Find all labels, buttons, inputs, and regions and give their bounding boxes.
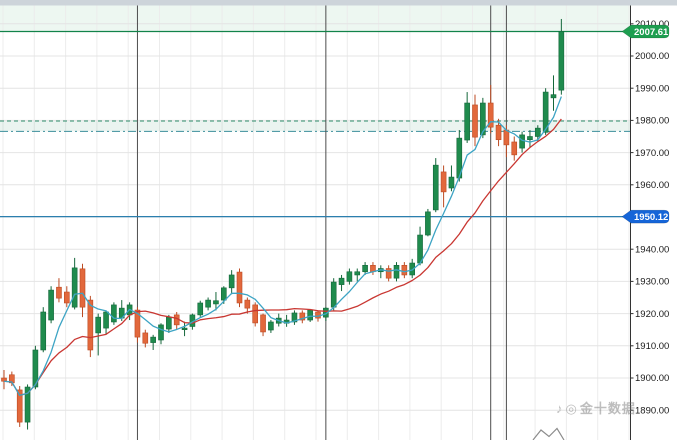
candle-body [158, 324, 164, 341]
candle-body [142, 332, 149, 344]
price-zone [0, 120, 630, 132]
candle-body [511, 141, 518, 156]
axis-tick-label: 2010.00 [635, 19, 669, 30]
candle-body [64, 291, 70, 304]
candle-body [527, 136, 533, 141]
badge-label: 1950.12 [634, 212, 668, 223]
candle-body [56, 286, 62, 299]
candle-body [425, 211, 431, 236]
candle-body [79, 268, 86, 308]
candle-body [260, 314, 266, 333]
circle-logo-icon: ◎ [565, 401, 578, 416]
candle-body [362, 264, 368, 273]
axis-tick-label: 1900.00 [635, 373, 669, 384]
axis-tick-label: 1960.00 [635, 180, 669, 191]
candle-body [409, 262, 416, 276]
axis-tick-label: 1910.00 [635, 341, 669, 352]
candle-body [181, 327, 188, 330]
watermark: ♪ ◎ 金十数据 [556, 398, 636, 417]
candle-body [40, 311, 47, 351]
candle-body [480, 102, 486, 136]
candle-body [1, 377, 7, 382]
candle-body [150, 336, 156, 343]
candle-body [338, 277, 345, 285]
level-price-badge: 1950.12 [621, 209, 670, 224]
watermark-logo-shape [532, 427, 565, 440]
candle-body [307, 309, 313, 321]
candle-body [487, 102, 494, 128]
candle-body [111, 304, 117, 323]
candle-body [503, 129, 510, 146]
candle-body [213, 300, 219, 305]
candle-body [32, 349, 39, 388]
candle-body [432, 164, 439, 211]
axis-tick-label: 1920.00 [635, 309, 669, 320]
candle-body [134, 309, 141, 338]
above-price-band [0, 5, 630, 32]
candle-body [24, 386, 31, 423]
candle-body [472, 104, 478, 138]
watermark-text: 金十数据 [579, 401, 636, 416]
candle-body [71, 267, 78, 308]
candle-body [299, 312, 306, 321]
candle-body [354, 271, 361, 276]
ma-slow-line [3, 118, 562, 397]
axis-tick-label: 2000.00 [635, 51, 669, 62]
axis-tick-label: 1940.00 [635, 244, 669, 255]
music-note-icon: ♪ [556, 401, 564, 416]
candle-body [16, 389, 23, 423]
candle-body [495, 124, 502, 141]
candle-body [197, 302, 204, 316]
candle-body [417, 234, 423, 264]
candle-body [268, 321, 274, 331]
axis-tick-label: 1890.00 [635, 405, 669, 416]
candle-body [385, 268, 392, 279]
candle-body [166, 316, 172, 330]
session-separators [136, 5, 507, 440]
candle-body [440, 171, 447, 193]
candle-body [519, 134, 525, 149]
axis-tick-label: 1930.00 [635, 277, 669, 288]
candle-body [87, 299, 94, 351]
candle-body [244, 299, 251, 309]
candle-body [542, 91, 549, 133]
candle-body [228, 274, 235, 289]
candle-body [48, 289, 54, 321]
candle-body [401, 264, 408, 276]
candle-body [236, 271, 243, 304]
candle-body [330, 281, 337, 308]
candle-body [448, 176, 455, 189]
candle-body [205, 299, 211, 308]
badge-label: 2007.61 [634, 27, 669, 38]
candle-body [346, 271, 353, 282]
badge-shape [621, 24, 670, 39]
candle-body [221, 287, 227, 301]
candle-body [252, 304, 258, 324]
ma-fast-line [3, 96, 562, 397]
candle-body [534, 127, 541, 137]
candles-layer [1, 18, 565, 430]
candle-body [550, 94, 557, 99]
candle-body [291, 312, 298, 323]
candle-body [464, 102, 470, 141]
candle-body [95, 316, 101, 334]
axis-tick-label: 1980.00 [635, 116, 669, 127]
current-price-badge: 2007.61 [621, 24, 670, 39]
candle-body [393, 264, 400, 279]
axis-tick-label: 1990.00 [635, 83, 669, 94]
candle-body [558, 31, 565, 91]
window-top-edge [0, 0, 677, 6]
axis-tick-label: 1970.00 [635, 148, 669, 159]
candle-body [103, 311, 109, 329]
badge-shape [621, 209, 670, 224]
